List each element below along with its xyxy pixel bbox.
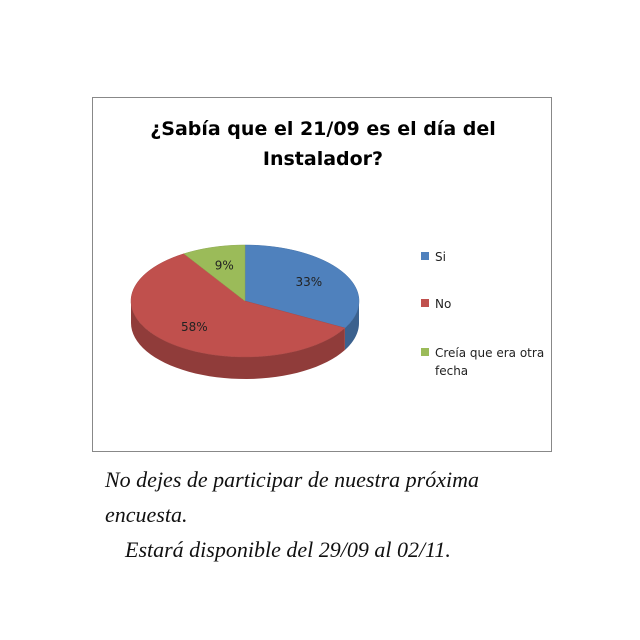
legend-item: Si [421,248,560,266]
legend-swatch [421,299,429,307]
pie-area: 33% 58% 9% [130,244,360,379]
legend-label: Si [435,250,446,264]
data-label: 33% [295,275,322,289]
pie-slice-side [344,301,359,350]
data-label: 58% [181,320,208,334]
data-label: 9% [215,259,234,273]
legend-item: Creía que era otra fecha [421,344,560,380]
pie-slice-side [131,301,345,379]
legend-label: No [435,297,452,311]
pie-slice [244,244,360,329]
chart-title: ¿Sabía que el 21/09 es el día del Instal… [150,118,496,170]
legend-swatch [421,252,429,260]
legend-swatch [421,348,429,356]
caption: No dejes de participar de nuestra próxim… [105,467,479,527]
legend-label: Creía que era otra fecha [435,346,545,378]
pie-slice [130,253,346,358]
pie-slice [183,244,246,302]
caption: Estará disponible del 29/09 al 02/11. [125,537,451,562]
chart: 33% 58% 9% ¿Sabía que el 21/09 es el día d… [92,97,552,452]
legend-item: No [421,295,560,313]
